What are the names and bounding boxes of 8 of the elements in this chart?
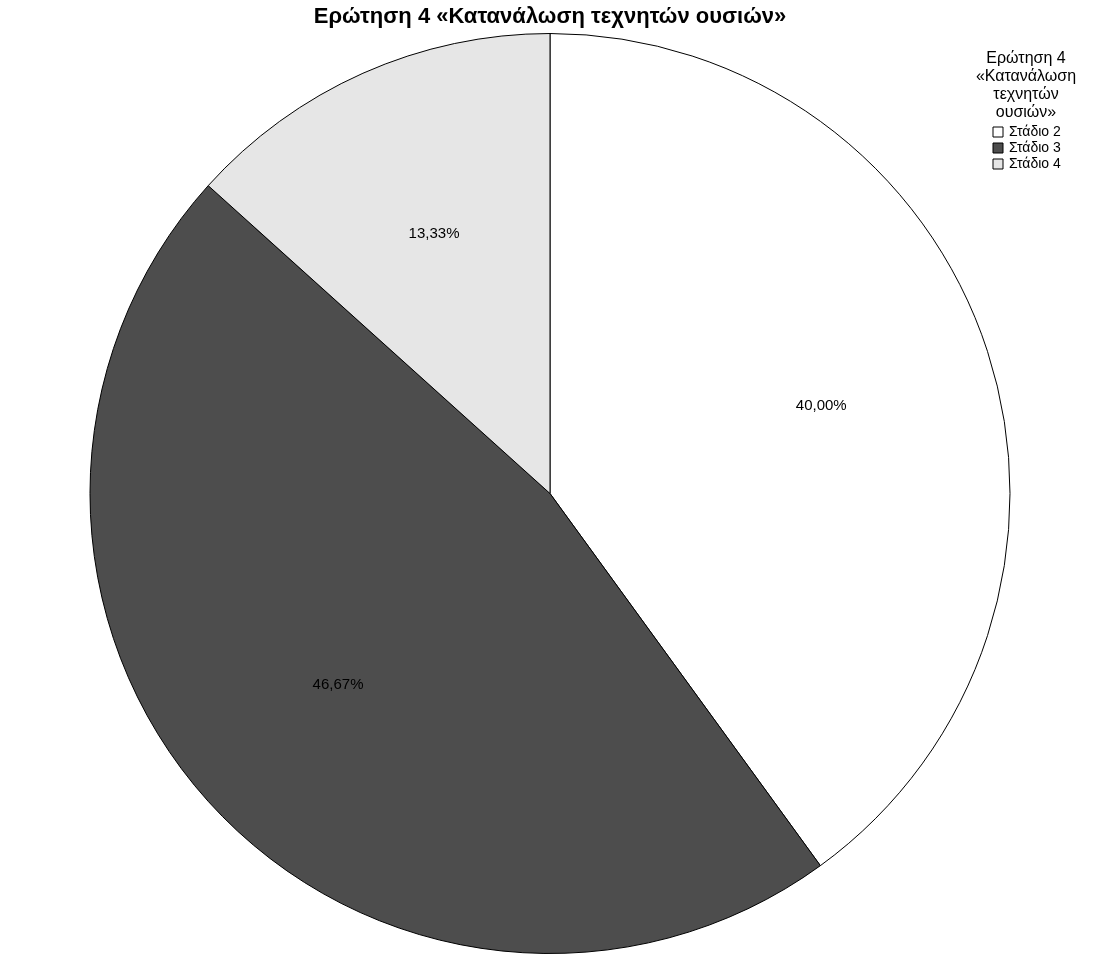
- data-label: 40,00%: [795, 396, 847, 414]
- data-label: 13,33%: [408, 223, 460, 241]
- data-label: 46,67%: [312, 675, 364, 693]
- legend-label: Στάδιο 2: [1009, 123, 1061, 139]
- text: Ερώτηση 4 «Κατανάλωση τεχνητών ουσιών»: [975, 49, 1077, 120]
- legend-label: Στάδιο 4: [1009, 155, 1061, 171]
- legend-label: Στάδιο 3: [1009, 139, 1061, 155]
- legend-title: Ερώτηση 4 «Κατανάλωση τεχνητών ουσιών»: [313, 2, 787, 28]
